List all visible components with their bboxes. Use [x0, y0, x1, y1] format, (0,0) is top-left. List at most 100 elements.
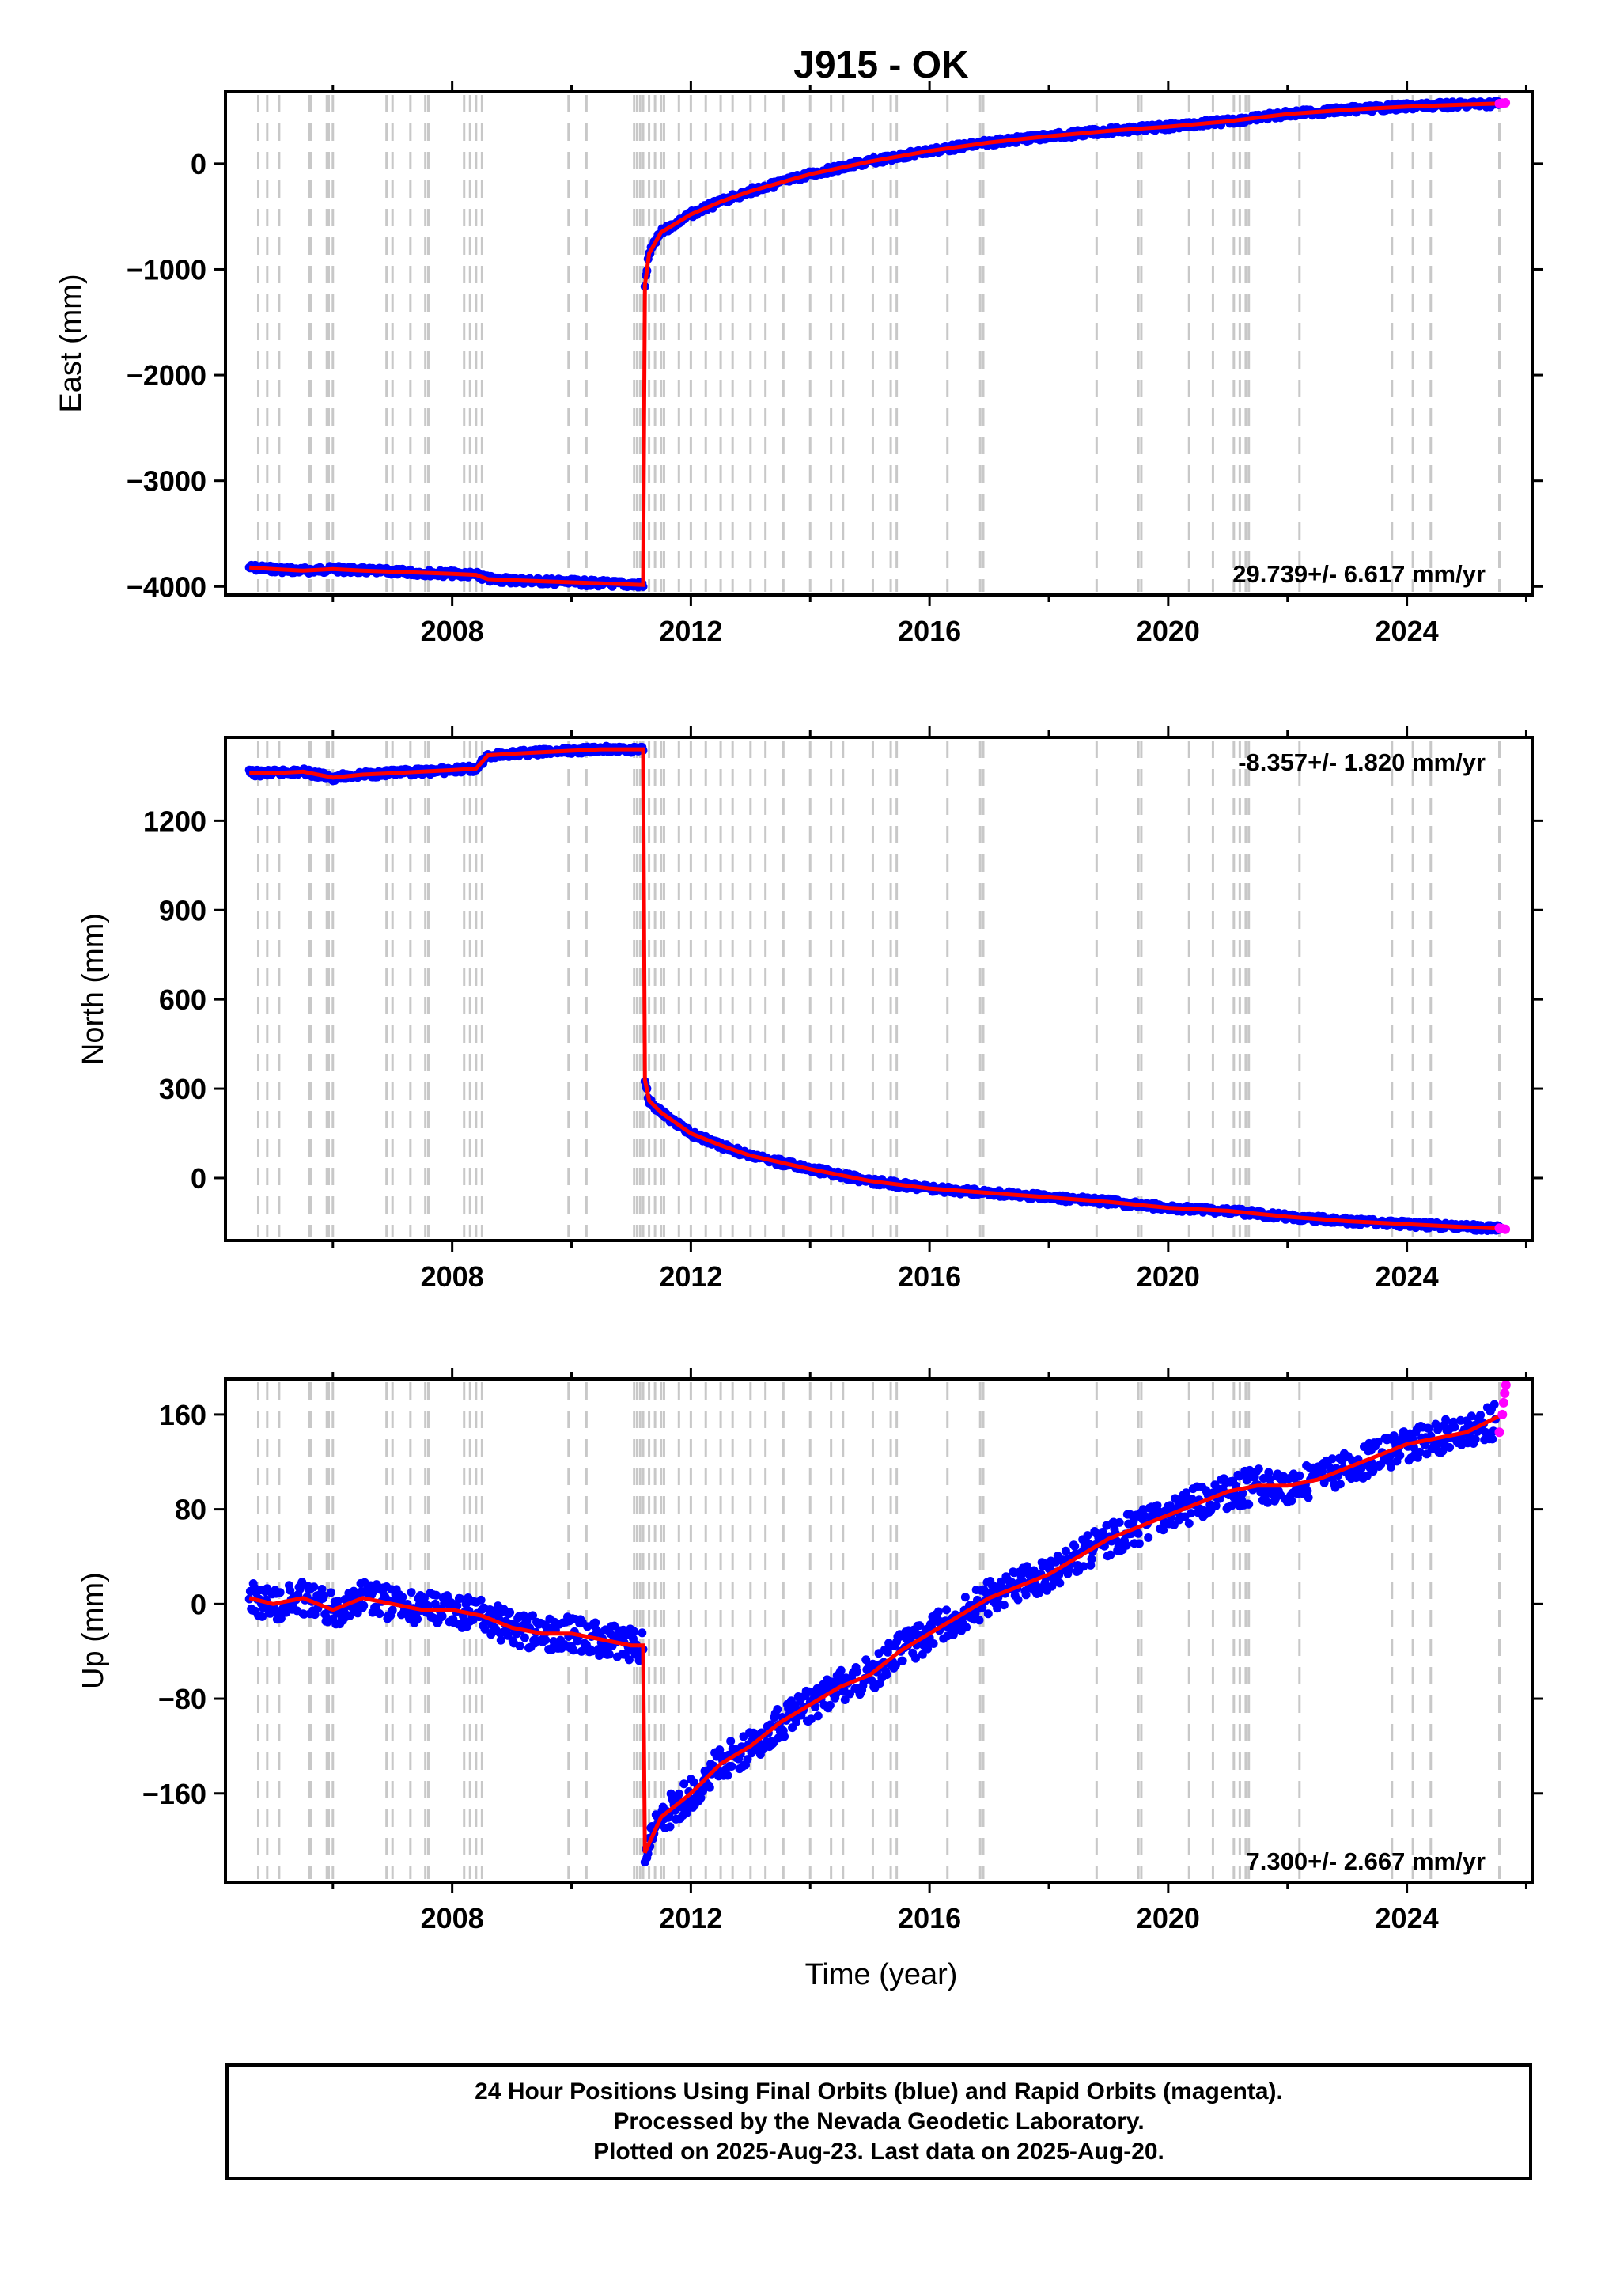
data-point	[1476, 1411, 1486, 1419]
data-point	[476, 1595, 486, 1605]
y-axis-label: North (mm)	[77, 913, 110, 1065]
data-point	[275, 1588, 285, 1597]
data-point	[825, 1700, 835, 1710]
model-line	[249, 101, 1503, 587]
data-point	[1450, 1423, 1459, 1432]
rapid-point	[1498, 1397, 1508, 1408]
data-point	[852, 1667, 861, 1677]
data-point	[1055, 1578, 1065, 1588]
data-point	[1489, 1400, 1499, 1409]
data-point	[1244, 1499, 1254, 1509]
data-point	[898, 1656, 907, 1665]
data-point	[1115, 1517, 1124, 1527]
rapid-point	[1497, 1409, 1508, 1419]
data-point	[1488, 1434, 1497, 1444]
x-tick-label: 2012	[659, 1902, 722, 1934]
data-point	[1335, 1480, 1345, 1489]
y-tick-label: 160	[159, 1399, 206, 1431]
data-point	[407, 1588, 416, 1597]
panel-east: 2008 2012 2016 2020 2024 −4000 −3000 −2000 −1000…	[55, 81, 1543, 647]
plot-frame	[224, 1377, 1534, 1884]
data-point	[520, 1633, 529, 1642]
x-tick-label: 2024	[1376, 615, 1439, 647]
x-tick-label: 2024	[1376, 1260, 1439, 1293]
data-point	[983, 1609, 993, 1619]
data-point	[1144, 1533, 1153, 1542]
data-point	[604, 1650, 614, 1659]
data-point	[515, 1641, 524, 1650]
x-tick-label: 2012	[659, 1260, 722, 1293]
x-tick-label: 2008	[421, 1260, 484, 1293]
data-point	[359, 1601, 369, 1610]
data-point	[591, 1618, 600, 1627]
data-point	[1087, 1555, 1096, 1564]
footer-line-1: 24 Hour Positions Using Final Orbits (bl…	[475, 2078, 1283, 2105]
data-point	[1122, 1540, 1131, 1550]
x-tick-label: 2016	[898, 1902, 961, 1934]
y-axis-label: Up (mm)	[77, 1572, 110, 1689]
data-point	[437, 1612, 447, 1621]
x-tick-label: 2020	[1137, 1260, 1200, 1293]
data-point	[638, 1628, 647, 1638]
data-point	[933, 1607, 943, 1616]
series-final-orbits	[244, 1400, 1500, 1867]
data-point	[665, 1822, 675, 1832]
data-point	[1184, 1519, 1194, 1528]
y-tick-label: −80	[158, 1683, 206, 1715]
y-tick-label: 600	[159, 983, 206, 1016]
series-final-orbits	[244, 741, 1506, 1235]
y-tick-label: 0	[191, 148, 206, 180]
x-tick-label: 2008	[421, 615, 484, 647]
data-point	[258, 1612, 267, 1621]
data-point	[780, 1732, 789, 1741]
model-line	[248, 1412, 1504, 1854]
chart-title: J915 - OK	[793, 44, 969, 86]
data-point	[1254, 1464, 1263, 1474]
data-point	[1134, 1529, 1143, 1538]
y-tick-label: −2000	[127, 359, 206, 392]
x-axis-label: Time (year)	[805, 1958, 958, 1991]
velocity-label: 29.739+/- 6.617 mm/yr	[1232, 560, 1486, 588]
data-point	[1470, 1434, 1480, 1444]
y-tick-label: 80	[175, 1494, 206, 1526]
x-tick-label: 2016	[898, 1260, 961, 1293]
rapid-point	[1501, 98, 1511, 108]
data-point	[413, 1615, 422, 1623]
panel-up: 2008 2012 2016 2020 2024 −160 −80 0 80 160 Up (mm)…	[77, 1368, 1543, 1934]
footer-box: 24 Hour Positions Using Final Orbits (bl…	[225, 2063, 1532, 2180]
y-tick-label: −3000	[127, 465, 206, 498]
data-point	[326, 1588, 335, 1597]
data-point	[960, 1593, 970, 1602]
data-point	[723, 1771, 732, 1780]
x-tick-label: 2020	[1137, 1902, 1200, 1934]
y-tick-label: −4000	[127, 570, 206, 603]
footer-line-3: Plotted on 2025-Aug-23. Last data on 202…	[593, 2139, 1164, 2165]
data-point	[505, 1608, 515, 1617]
data-point	[541, 1635, 551, 1645]
velocity-label: 7.300+/- 2.667 mm/yr	[1247, 1847, 1486, 1875]
x-tick-label: 2016	[898, 615, 961, 647]
data-point	[929, 1639, 938, 1648]
x-tick-label: 2024	[1376, 1902, 1439, 1934]
data-point	[375, 1609, 384, 1619]
y-tick-label: 0	[191, 1162, 206, 1195]
rapid-point	[1501, 1380, 1511, 1390]
panel-north: 2008 2012 2016 2020 2024 0 300 600 900 1200 North …	[77, 726, 1543, 1293]
data-point	[263, 1584, 272, 1593]
velocity-label: -8.357+/- 1.820 mm/yr	[1238, 748, 1486, 776]
data-point	[836, 1665, 846, 1675]
data-point	[813, 1711, 823, 1721]
y-tick-label: −160	[142, 1778, 206, 1810]
data-point	[1287, 1496, 1296, 1506]
data-point	[1395, 1451, 1405, 1460]
data-point	[999, 1601, 1009, 1610]
model-line	[249, 747, 1503, 1231]
data-point	[1445, 1443, 1455, 1452]
plot-frame	[224, 736, 1534, 1242]
rapid-point	[1500, 1389, 1510, 1398]
data-point	[882, 1670, 891, 1680]
y-tick-label: 1200	[143, 805, 206, 837]
data-point	[309, 1582, 319, 1592]
data-point	[1070, 1541, 1080, 1551]
plot-frame	[224, 90, 1534, 597]
